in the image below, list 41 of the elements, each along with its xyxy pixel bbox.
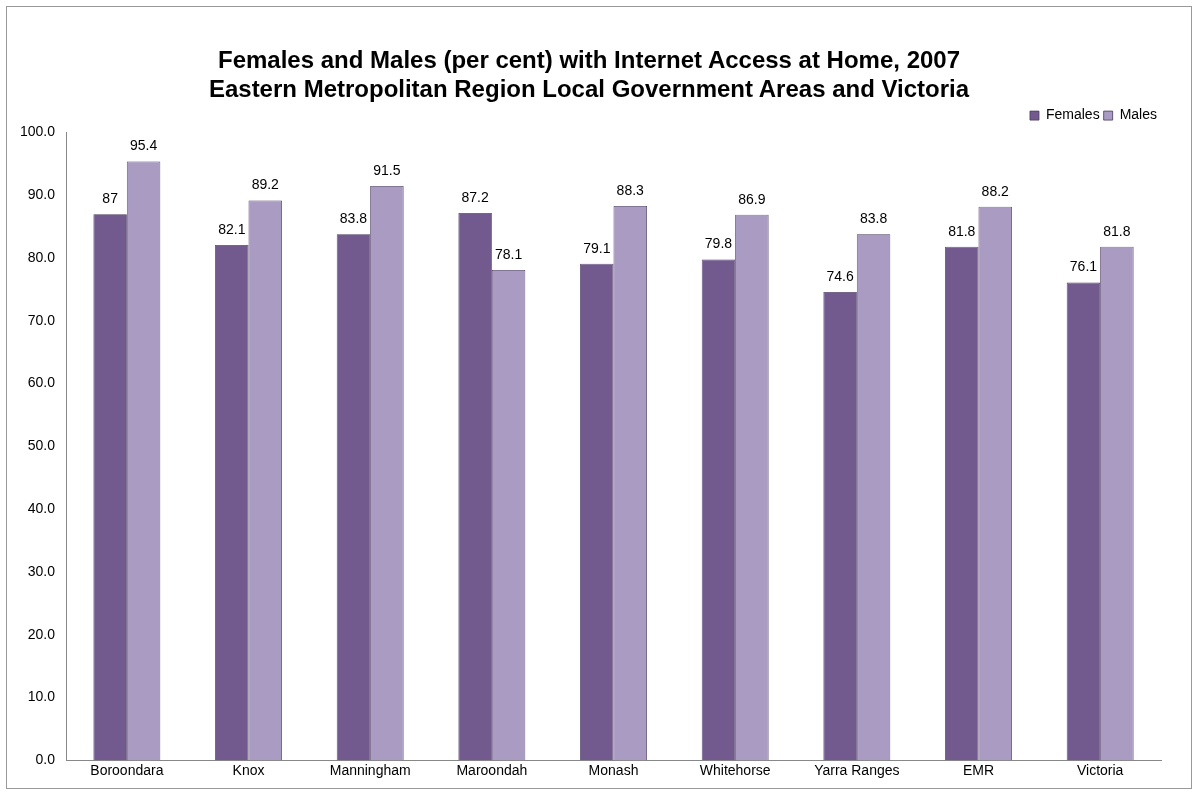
data-label: 74.6 [826, 267, 854, 284]
y-tick-label: 50.0 [27, 437, 56, 454]
data-label: 87 [102, 190, 119, 207]
data-label: 88.3 [616, 181, 645, 198]
y-tick-label: 60.0 [27, 374, 56, 391]
y-tick-label: 30.0 [27, 562, 56, 579]
data-label: 78.1 [494, 245, 523, 262]
y-tick-label: 90.0 [27, 186, 56, 203]
data-label: 89.2 [251, 176, 280, 193]
legend-label: Males [1119, 106, 1158, 123]
data-label: 83.8 [339, 210, 368, 227]
data-label: 82.1 [218, 220, 246, 237]
x-tick-label: Monash [588, 762, 639, 779]
y-tick-label: 20.0 [27, 625, 56, 642]
y-tick-label: 80.0 [27, 248, 56, 265]
x-tick-label: Victoria [1076, 762, 1124, 779]
x-tick-label: EMR [962, 762, 995, 779]
chart-title: Females and Males (per cent) with Internet Access at Home, 2007 Eastern Metropolitan Region Local Government Areas and Victoria [208, 46, 970, 102]
x-tick-label: Whitehorse [699, 762, 771, 779]
data-label: 95.4 [129, 137, 158, 154]
data-label: 79.1 [583, 239, 611, 256]
data-label: 91.5 [373, 161, 401, 178]
x-tick-label: Knox [232, 762, 265, 779]
y-tick-label: 100.0 [19, 123, 56, 140]
y-tick-label: 0.0 [35, 751, 56, 768]
legend-label: Females [1045, 106, 1100, 123]
data-label: 87.2 [461, 188, 489, 205]
data-label: 83.8 [859, 210, 888, 227]
y-tick-label: 70.0 [27, 311, 56, 328]
x-tick-label: Manningham [329, 762, 411, 779]
x-tick-label: Boroondara [90, 762, 164, 779]
data-label: 81.8 [1103, 222, 1131, 239]
y-tick-label: 10.0 [27, 688, 56, 705]
data-label: 76.1 [1069, 258, 1098, 275]
x-tick-label: Yarra Ranges [814, 762, 900, 779]
data-label: 79.8 [704, 235, 733, 252]
data-label: 88.2 [981, 182, 1010, 199]
y-tick-label: 40.0 [27, 500, 56, 517]
x-tick-label: Maroondah [456, 762, 528, 779]
data-label: 81.8 [948, 222, 976, 239]
data-label: 86.9 [738, 190, 766, 207]
